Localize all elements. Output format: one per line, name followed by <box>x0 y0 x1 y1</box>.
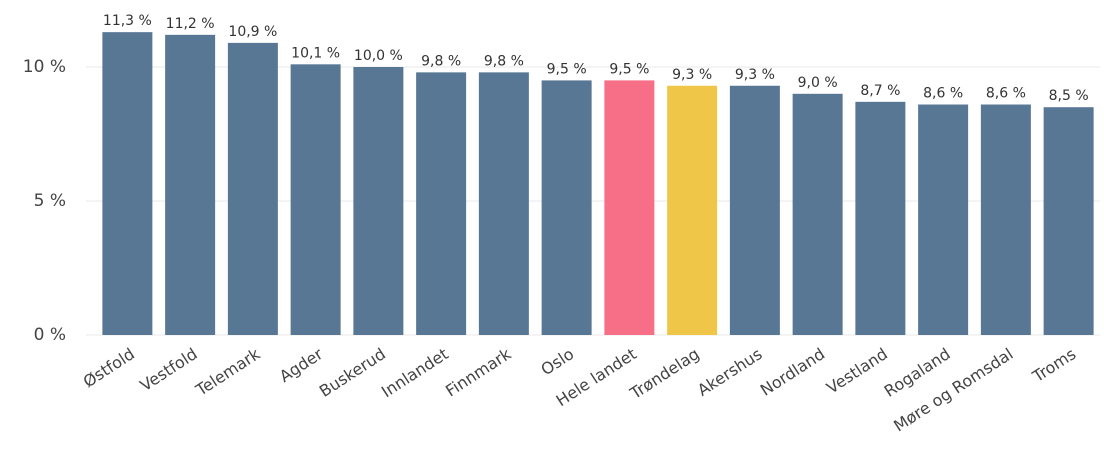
bar <box>227 42 278 335</box>
x-tick-label: Oslo <box>537 344 577 379</box>
bar <box>165 34 216 336</box>
value-label: 8,6 % <box>986 86 1026 102</box>
bar <box>353 67 404 335</box>
bar <box>855 101 906 335</box>
bar <box>541 80 592 336</box>
value-label: 9,8 % <box>484 53 524 69</box>
x-tick-label: Innlandet <box>378 344 452 401</box>
value-label: 9,5 % <box>547 61 587 77</box>
x-tick-label: Trøndelag <box>626 344 703 403</box>
value-label: 8,5 % <box>1049 88 1089 104</box>
value-label: 10,1 % <box>291 45 340 61</box>
bar <box>792 93 843 335</box>
value-label: 9,5 % <box>609 61 649 77</box>
bar <box>416 72 467 336</box>
bar <box>918 104 969 336</box>
value-label: 9,3 % <box>735 67 775 83</box>
x-tick-label: Vestland <box>823 344 891 397</box>
bar <box>729 85 780 335</box>
bar <box>604 80 655 336</box>
x-tick-label: Troms <box>1028 344 1079 386</box>
x-tick-label: Buskerud <box>316 344 389 401</box>
y-tick-label: 5 % <box>34 191 66 211</box>
value-label: 9,3 % <box>672 67 712 83</box>
x-tick-label: Finnmark <box>442 344 515 401</box>
x-tick-label: Østfold <box>80 344 138 391</box>
bar <box>102 32 153 335</box>
bar <box>667 85 718 335</box>
value-label: 10,9 % <box>228 24 277 40</box>
value-label: 8,7 % <box>860 83 900 99</box>
y-tick-label: 0 % <box>34 325 66 345</box>
bar <box>980 104 1031 336</box>
value-label: 11,3 % <box>103 13 152 29</box>
bar <box>1043 107 1094 335</box>
value-label: 8,6 % <box>923 86 963 102</box>
value-label: 10,0 % <box>354 48 403 64</box>
y-tick-label: 10 % <box>23 57 66 77</box>
x-tick-label: Akershus <box>694 344 766 400</box>
value-label: 9,0 % <box>798 75 838 91</box>
bar <box>478 72 529 336</box>
x-tick-label: Møre og Romsdal <box>890 344 1016 435</box>
bar <box>290 64 341 335</box>
x-tick-label: Telemark <box>192 344 265 400</box>
x-tick-label: Nordland <box>757 344 828 400</box>
x-tick-label: Agder <box>276 344 327 386</box>
value-label: 9,8 % <box>421 53 461 69</box>
value-label: 11,2 % <box>166 16 215 32</box>
x-tick-label: Vestfold <box>137 344 201 395</box>
